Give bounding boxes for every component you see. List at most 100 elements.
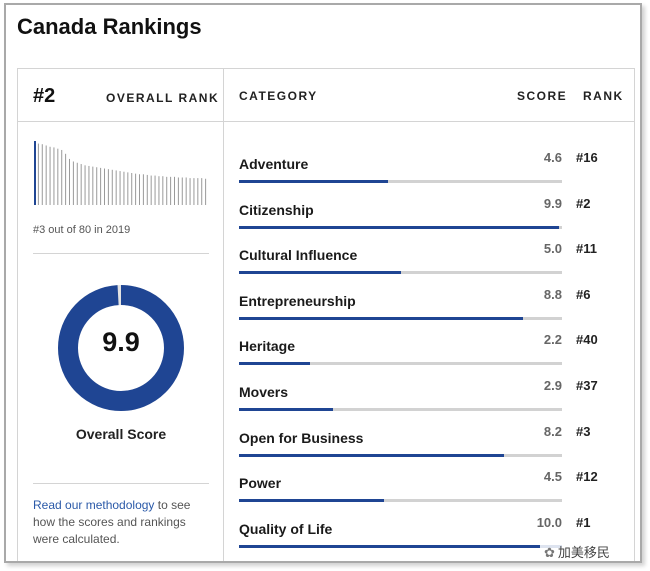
overall-rank-header: #2 OVERALL RANK	[18, 69, 223, 122]
history-bar	[57, 148, 59, 205]
history-bar	[34, 141, 36, 205]
history-bar	[104, 168, 105, 205]
history-bar	[193, 178, 195, 205]
category-name: Power	[239, 475, 282, 492]
history-bar	[107, 169, 109, 205]
score-bar-fill	[239, 271, 401, 275]
score-bar-track	[239, 271, 562, 275]
history-bar	[154, 175, 156, 205]
category-row[interactable]: Quality of Life 10.0 #1	[224, 509, 636, 554]
category-name: Cultural Influence	[239, 247, 358, 264]
donut-fill	[58, 285, 184, 411]
category-row[interactable]: Entrepreneurship 8.8 #6	[224, 281, 636, 326]
category-name: Heritage	[239, 338, 296, 355]
history-bar	[146, 174, 148, 205]
category-rank: #1	[576, 514, 591, 530]
score-bar-track	[239, 499, 562, 503]
category-rank: #12	[576, 469, 598, 485]
history-bar	[65, 153, 67, 205]
watermark-text: 加美移民	[557, 545, 610, 560]
category-row[interactable]: Open for Business 8.2 #3	[224, 418, 636, 463]
category-score: 8.8	[543, 286, 562, 302]
methodology-link[interactable]: Read our methodology	[33, 498, 155, 512]
divider	[33, 253, 209, 254]
history-bar	[45, 145, 47, 205]
history-bar	[139, 174, 140, 205]
history-bar	[166, 176, 168, 205]
history-bar	[162, 176, 164, 205]
score-bar-track	[239, 453, 562, 457]
wechat-icon: ✿	[544, 545, 555, 560]
history-bar	[115, 170, 117, 205]
score-bar-track	[239, 408, 562, 411]
score-bar-fill	[239, 316, 524, 320]
history-bar	[41, 144, 43, 205]
score-bar-fill	[239, 453, 504, 457]
category-score: 4.6	[543, 150, 562, 165]
history-bar	[100, 167, 102, 205]
history-bar	[123, 171, 125, 205]
score-bar-fill	[239, 180, 388, 183]
category-rank: #11	[576, 241, 597, 257]
category-name: Quality of Life	[239, 520, 333, 537]
category-rank: #37	[576, 378, 598, 393]
rank-history-chart	[34, 141, 207, 205]
history-bar	[69, 158, 70, 205]
category-row[interactable]: Movers 2.9 #37	[224, 372, 636, 417]
category-score: 4.5	[543, 469, 562, 485]
history-bar	[37, 143, 39, 205]
overall-column: #2 OVERALL RANK #3 out of 80 in 2019 9.9…	[18, 69, 224, 561]
history-bar	[174, 176, 175, 205]
category-score: 5.0	[543, 241, 562, 257]
category-column: CATEGORY SCORE RANK Adventure 4.6 #16 Citiz…	[224, 69, 636, 561]
overall-rank-number: #2	[33, 85, 56, 107]
category-row[interactable]: Citizenship 9.9 #2	[224, 190, 636, 235]
rankings-card: Canada Rankings #2 OVERALL RANK #3 out o…	[4, 3, 642, 563]
category-row[interactable]: Adventure 4.6 #16	[224, 144, 636, 189]
category-score: 8.2	[543, 423, 562, 439]
history-bar	[142, 174, 144, 205]
category-name: Adventure	[239, 156, 309, 172]
history-bar	[150, 175, 152, 205]
history-bar	[111, 169, 113, 205]
category-name: Entrepreneurship	[239, 292, 356, 309]
overall-score-value: 9.9	[102, 327, 140, 357]
score-bar-fill	[239, 544, 562, 548]
score-bar-track	[239, 544, 562, 548]
history-bar	[197, 178, 199, 205]
history-bar	[53, 147, 55, 205]
overall-rank-label: OVERALL RANK	[106, 91, 220, 105]
score-bar-track	[239, 225, 562, 229]
category-rank: #40	[576, 332, 598, 348]
history-bar	[84, 165, 86, 205]
history-bar	[127, 172, 129, 205]
rank-header: RANK	[583, 89, 624, 103]
watermark: ✿ 加美移民	[540, 540, 614, 561]
category-header: CATEGORY	[239, 89, 318, 103]
score-bar-track	[239, 362, 562, 366]
history-bar	[177, 177, 179, 205]
history-bar	[205, 178, 207, 205]
overall-score-label: Overall Score	[75, 426, 167, 442]
score-bar-fill	[239, 499, 385, 503]
score-bar-fill	[239, 225, 559, 229]
category-rank: #3	[576, 423, 591, 439]
history-bar	[72, 161, 74, 205]
category-table-header: CATEGORY SCORE RANK	[224, 69, 634, 122]
category-row[interactable]: Heritage 2.2 #40	[224, 326, 636, 371]
category-row[interactable]: Power 4.5 #12	[224, 463, 636, 508]
rank-history-caption: #3 out of 80 in 2019	[33, 224, 131, 236]
category-name: Open for Business	[239, 429, 364, 446]
rankings-panel: #2 OVERALL RANK #3 out of 80 in 2019 9.9…	[17, 68, 636, 561]
history-bar	[181, 177, 183, 205]
history-bar	[88, 165, 90, 205]
category-name: Citizenship	[239, 201, 314, 218]
page-title: Canada Rankings	[17, 14, 202, 39]
category-score: 9.9	[543, 195, 562, 211]
history-bar	[61, 149, 63, 205]
history-bar	[80, 164, 82, 205]
category-row[interactable]: Cultural Influence 5.0 #11	[224, 235, 636, 280]
score-bar-fill	[239, 408, 333, 411]
category-rank: #6	[576, 286, 591, 302]
methodology-note: Read our methodology to see how the scor…	[33, 497, 213, 548]
